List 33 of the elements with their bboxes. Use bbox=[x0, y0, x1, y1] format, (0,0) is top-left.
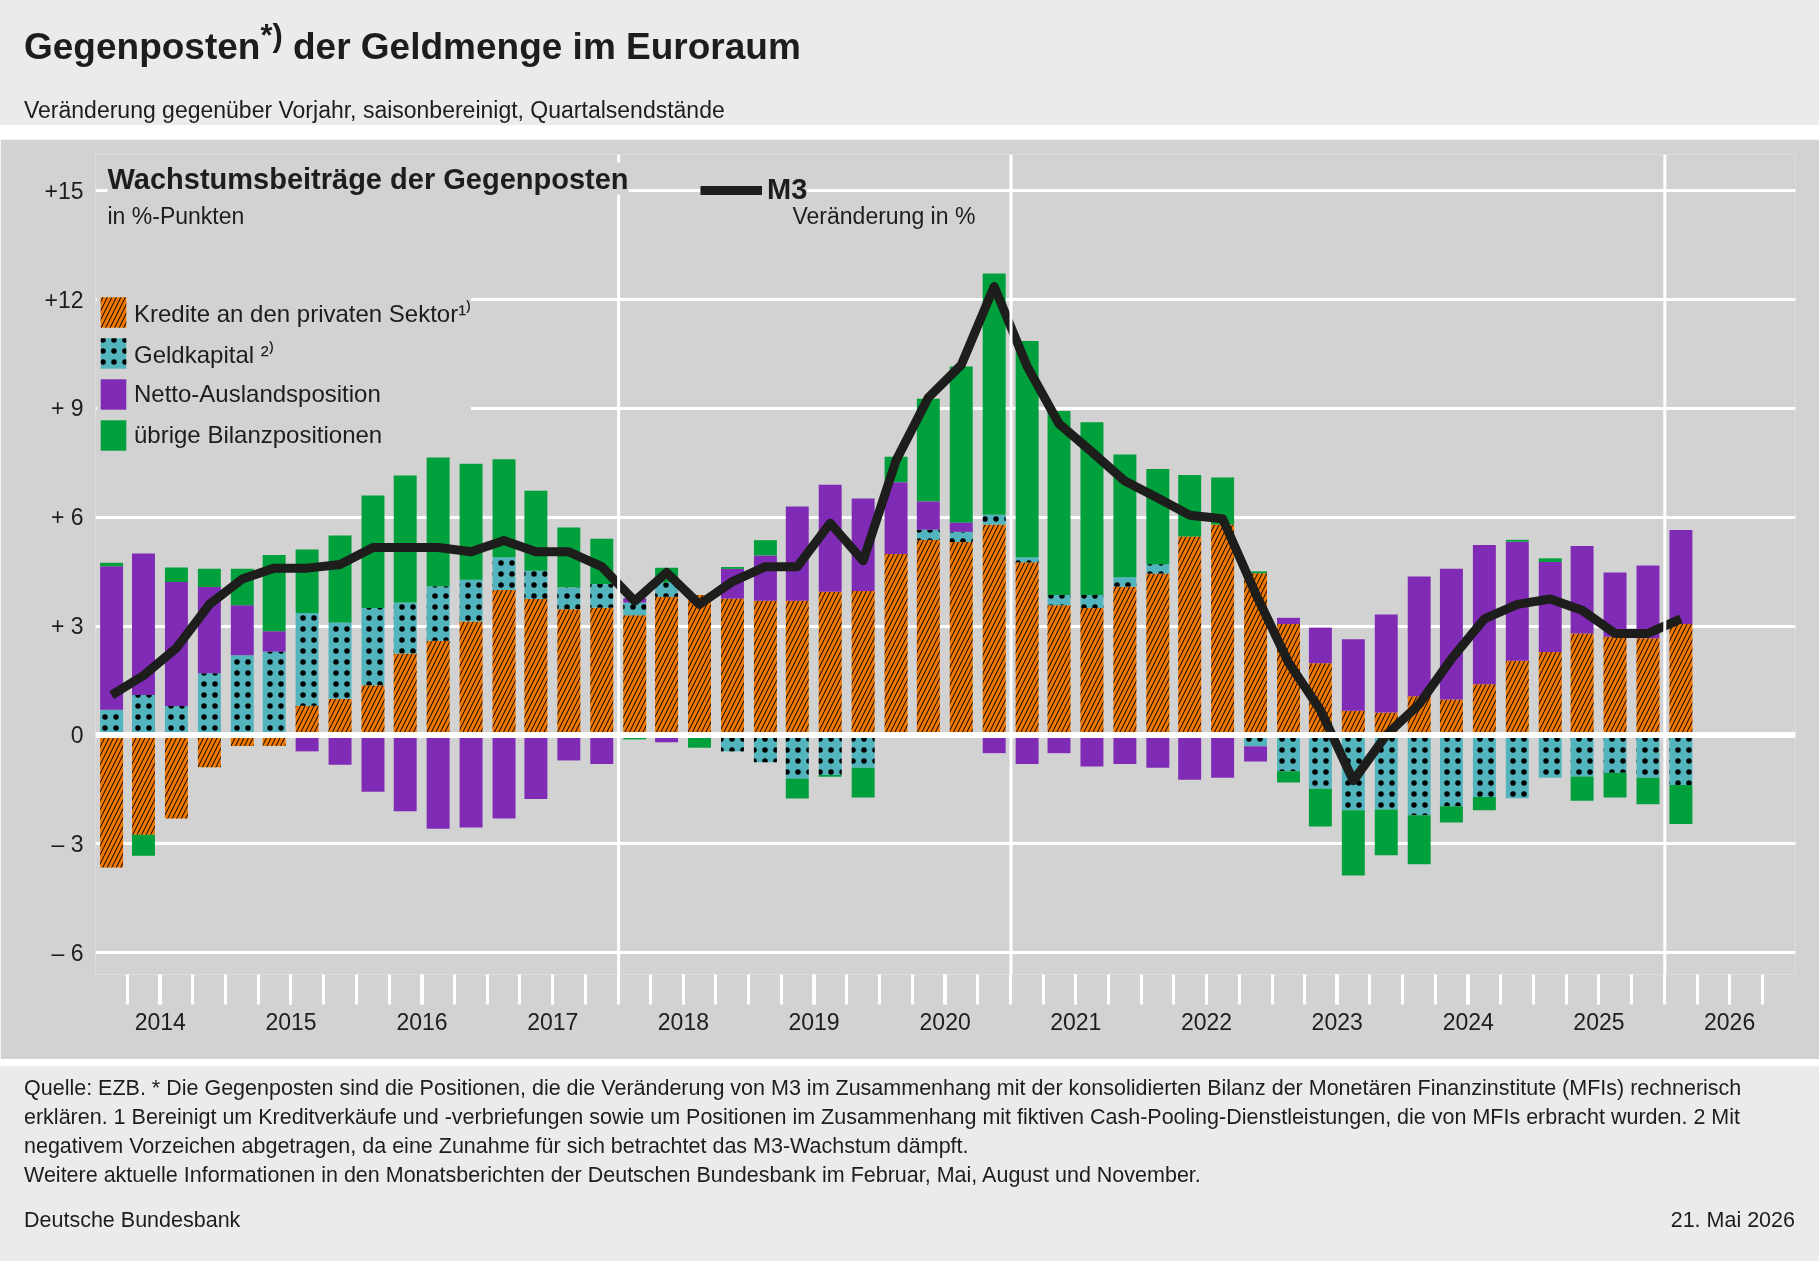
y-tick-label: 0 bbox=[70, 722, 84, 749]
y-tick-label: + 3 bbox=[50, 613, 84, 640]
x-tick-label: 2025 bbox=[1573, 1008, 1625, 1035]
x-tick-label: 2018 bbox=[657, 1008, 709, 1035]
x-tick-label: 2023 bbox=[1311, 1008, 1363, 1035]
legend-label: Netto-Auslandsposition bbox=[134, 379, 381, 409]
source-note: Quelle: EZB. * Die Gegenposten sind die Positionen, die die Veränderung von M3 im Zusammenhang mit der konsolidierten Bilanz der Monetären Finanzinstitute (MFIs) rechnerisch erklären. 1 Bereinigt um Kreditverkäufe und -verbriefungen sowie um Positionen im Zusammenhang mit fiktiven Cash-Pooling-Dienstleistungen, die von MFIs erbracht wurden. 2 Mit negativem Vorzeichen abgetragen, da eine Zunahme für sich betrachtet das M3-Wachstum dämpft. bbox=[24, 1075, 1743, 1161]
x-tick-label: 2015 bbox=[265, 1008, 317, 1035]
y-tick-label: +15 bbox=[44, 177, 84, 204]
legend-title: Wachstumsbeiträge der Gegenposten bbox=[107, 162, 629, 195]
x-tick-label: 2020 bbox=[919, 1008, 971, 1035]
x-tick-label: 2022 bbox=[1180, 1008, 1233, 1035]
x-tick-label: 2017 bbox=[527, 1008, 579, 1035]
y-tick-label: + 6 bbox=[50, 504, 84, 531]
legend-label: Kredite an den privaten Sektor¹⁾ bbox=[134, 298, 472, 329]
y-tick-label: – 6 bbox=[51, 939, 84, 966]
text: Deutsche Bundesbank bbox=[24, 1207, 241, 1235]
y-axis-title: in %-Punkten bbox=[107, 202, 245, 229]
x-tick-label: 2024 bbox=[1442, 1008, 1495, 1035]
chart-title: Gegenposten$^{*)}$ der Geldmenge im Euroraum bbox=[24, 17, 802, 70]
text: 21. Mai 2026 bbox=[1670, 1207, 1795, 1235]
y-tick-label: – 3 bbox=[51, 830, 84, 857]
legend-label: übrige Bilanzpositionen bbox=[134, 420, 383, 450]
chart-subtitle: Veränderung gegenüber Vorjahr, saisonbereinigt, Quartalsendstände bbox=[24, 96, 726, 126]
x-tick-label: 2021 bbox=[1050, 1008, 1102, 1035]
x-tick-label: 2019 bbox=[788, 1008, 840, 1035]
legend-label: Geldkapital ²⁾ bbox=[134, 339, 274, 370]
y-tick-label: + 9 bbox=[50, 395, 84, 422]
y-tick-label: +12 bbox=[44, 286, 84, 313]
text: Weitere aktuelle Informationen in den Monatsberichten der Deutschen Bundesbank im Februar, Mai, August und November. bbox=[24, 1162, 1202, 1190]
x-tick-label: 2014 bbox=[134, 1008, 187, 1035]
x-tick-label: 2016 bbox=[396, 1008, 448, 1035]
x-tick-label: 2026 bbox=[1704, 1008, 1756, 1035]
